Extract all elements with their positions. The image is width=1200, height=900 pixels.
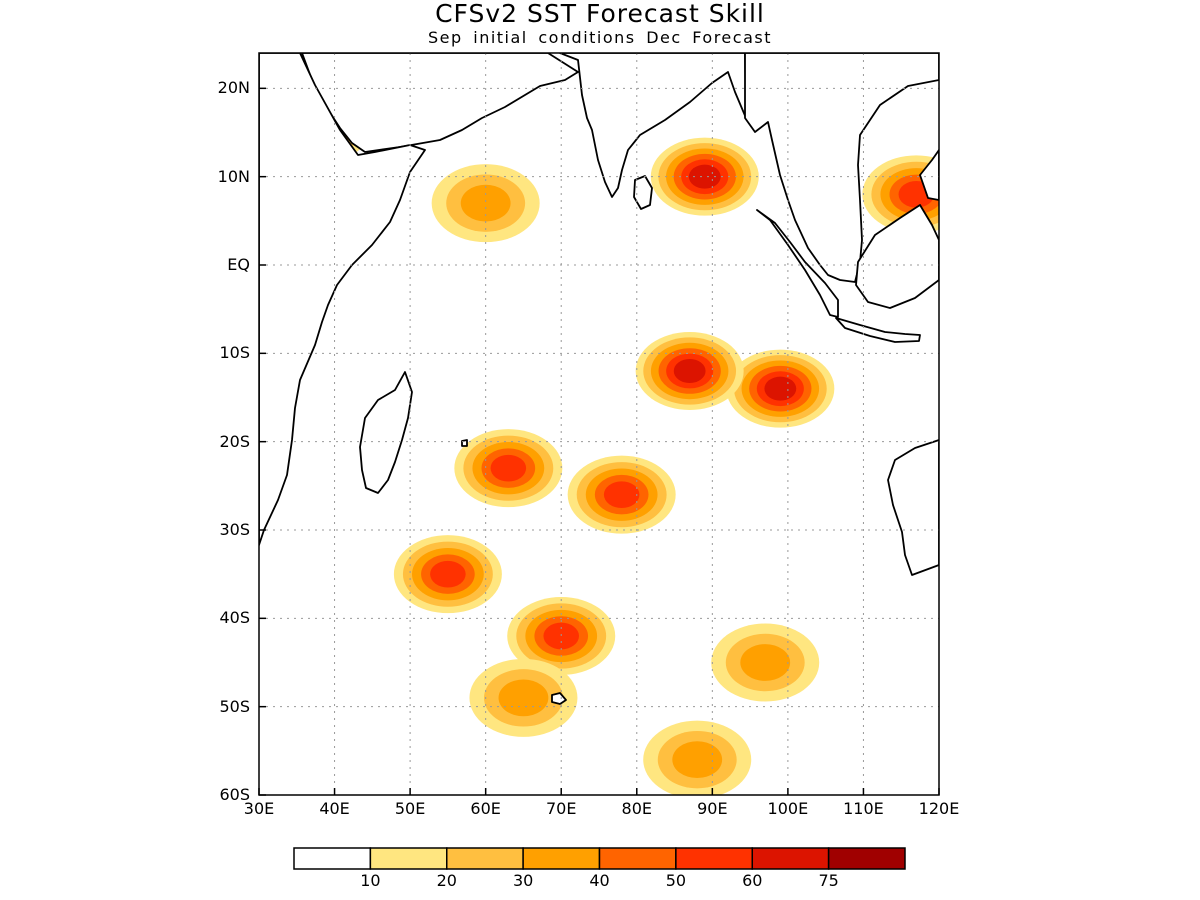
colorbar-swatch — [293, 847, 372, 870]
y-tick-label: 60S — [219, 785, 250, 804]
sumatra — [756, 209, 839, 318]
chart-subtitle: Sep initial conditions Dec Forecast — [428, 28, 772, 47]
skill-region — [454, 429, 563, 508]
x-tick-label: 40E — [319, 799, 350, 818]
y-tick-label: 30S — [219, 520, 250, 539]
y-tick-label: EQ — [227, 255, 250, 274]
x-tick-label: 70E — [545, 799, 577, 818]
colorbar-swatch — [598, 847, 677, 870]
colorbar-swatch — [446, 847, 524, 870]
madagascar — [359, 371, 413, 494]
x-tick-label: 110E — [843, 799, 884, 818]
colorbar-swatch — [751, 847, 830, 870]
colorbar-swatch — [827, 847, 906, 870]
skill-region — [643, 720, 752, 795]
philippines — [919, 149, 939, 201]
colorbar-swatch — [522, 847, 601, 870]
borneo — [855, 204, 939, 309]
x-tick-label: 50E — [394, 799, 426, 818]
australia-coast — [887, 439, 939, 576]
y-tick-label: 20N — [217, 78, 250, 98]
skill-contour — [672, 741, 723, 779]
skill-region — [567, 455, 676, 534]
skill-region — [711, 623, 820, 702]
java — [835, 317, 921, 343]
skill-region — [431, 164, 540, 243]
colorbar — [293, 847, 906, 870]
colorbar-label: 60 — [742, 871, 763, 890]
y-tick-label: 50S — [219, 696, 250, 716]
southeast-asia-coast — [744, 53, 939, 283]
chart-title: CFSv2 SST Forecast Skill — [435, 0, 765, 28]
skill-contour — [764, 376, 797, 401]
y-tick-label: 10N — [217, 166, 250, 186]
colorbar-label: 75 — [818, 871, 839, 890]
skill-contour — [498, 679, 549, 717]
skill-contour — [673, 358, 706, 384]
colorbar-label: 40 — [589, 871, 610, 890]
skill-region — [393, 535, 502, 614]
colorbar-label: 50 — [665, 871, 687, 890]
x-tick-label: 80E — [621, 799, 652, 818]
colorbar-swatch — [675, 847, 753, 870]
skill-region — [650, 137, 759, 216]
skill-contour — [490, 454, 527, 482]
x-tick-label: 60E — [470, 799, 501, 818]
colorbar-label: 30 — [512, 871, 534, 890]
skill-contour — [460, 184, 511, 222]
skill-contour — [430, 560, 466, 588]
india-coast — [559, 53, 747, 198]
x-tick-label: 120E — [918, 799, 960, 818]
mauritius-island — [461, 439, 468, 447]
skill-contour — [688, 164, 721, 189]
skill-region — [726, 349, 835, 428]
y-tick-label: 40S — [219, 608, 250, 628]
x-tick-label: 30E — [243, 799, 275, 818]
kerguelen-island — [551, 692, 567, 705]
skill-region — [635, 332, 744, 410]
colorbar-label: 20 — [436, 871, 457, 890]
colorbar-label: 10 — [360, 871, 381, 890]
skill-region — [469, 658, 578, 737]
x-tick-label: 90E — [697, 799, 728, 818]
skill-contour — [603, 481, 640, 509]
y-tick-label: 10S — [219, 343, 250, 363]
plot-frame — [258, 52, 940, 796]
sri-lanka — [633, 175, 653, 210]
skill-contour — [740, 644, 791, 681]
x-tick-label: 100E — [767, 799, 809, 818]
colorbar-swatch — [369, 847, 448, 870]
y-tick-label: 20S — [219, 431, 250, 451]
